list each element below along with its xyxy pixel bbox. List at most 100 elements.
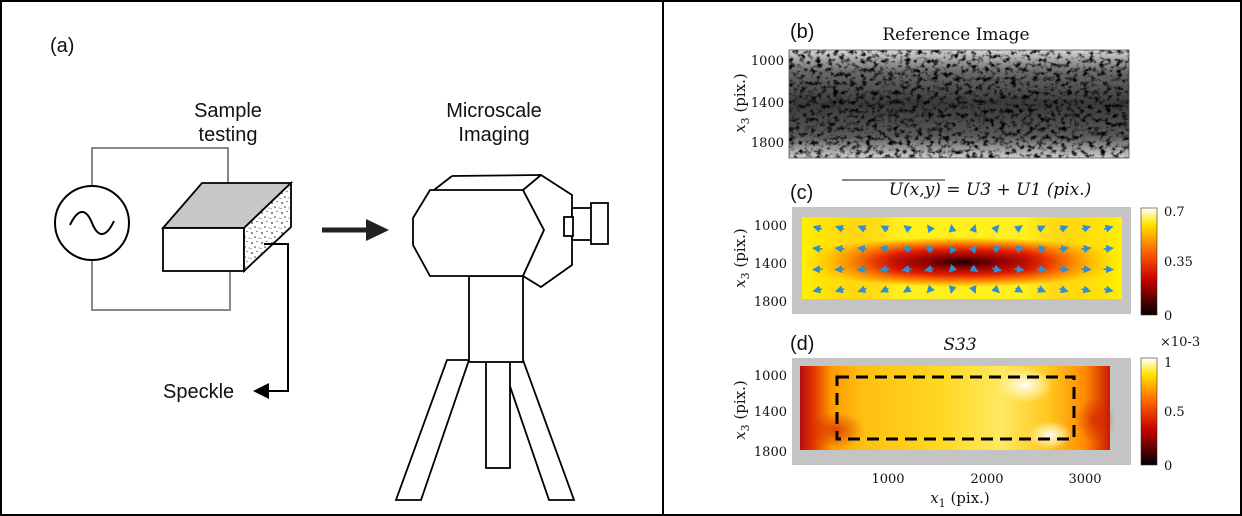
quiver-arrow	[879, 245, 890, 254]
panel-d-cbar-exponent: ×10-3	[1160, 335, 1200, 350]
quiver-arrow	[1036, 225, 1046, 233]
quiver-arrow	[926, 284, 935, 294]
quiver-arrow	[1036, 265, 1048, 274]
panel-d-xtick: 1000	[871, 472, 904, 487]
quiver-arrow	[991, 284, 1000, 294]
panel-b-ylabel: x3 (pix.)	[731, 73, 752, 133]
quiver-arrow	[968, 245, 978, 254]
panel-c-ylabel: x3 (pix.)	[731, 228, 752, 288]
quiver-arrow	[811, 265, 823, 274]
quiver-arrow	[834, 265, 845, 274]
quiver-arrow	[1081, 244, 1092, 253]
quiver-arrow	[948, 285, 957, 295]
panel-c-cbar-tick: 0.7	[1164, 205, 1185, 220]
displacement-quiver	[811, 223, 1115, 295]
sample-title-line1: Sample	[194, 100, 262, 122]
quiver-arrow	[969, 224, 977, 233]
imaging-title-line2: Imaging	[458, 124, 529, 146]
quiver-arrow	[856, 245, 868, 253]
panel-c-label: (c)	[790, 182, 813, 204]
speckle-leader-arrow	[253, 243, 289, 399]
quiver-arrow	[857, 225, 867, 233]
panel-c-title: U(x,y) = U3 + U1 (pix.)	[889, 180, 1092, 200]
quiver-arrow	[924, 246, 934, 254]
quiver-arrow	[926, 224, 935, 234]
panel-d-cbar-tick: 0	[1164, 459, 1172, 474]
speckle-label: Speckle	[163, 381, 234, 403]
panel-d-xtick: 2000	[970, 472, 1003, 487]
quiver-arrow	[834, 244, 845, 253]
quiver-arrow	[1059, 285, 1069, 294]
panel-c-ytick: 1000	[754, 219, 787, 234]
panel-a: (a) Sample testing Speckle Microscale Im…	[50, 35, 609, 501]
quiver-arrow	[969, 284, 977, 294]
sample-block-icon	[161, 180, 294, 274]
panel-b-label: (b)	[790, 21, 814, 43]
panel-b-ytick: 1800	[751, 136, 784, 151]
quiver-arrow	[856, 265, 868, 274]
quiver-arrow	[812, 244, 823, 253]
panel-d-ytick: 1800	[754, 445, 787, 460]
quiver-arrow	[1036, 245, 1047, 253]
panel-d-xlabel: x1 (pix.)	[930, 489, 990, 510]
panel-c-cbar-tick: 0	[1164, 309, 1172, 324]
quiver-arrow	[1058, 245, 1070, 253]
quiver-arrow	[901, 245, 912, 254]
quiver-arrow	[1037, 285, 1047, 293]
wire-top	[91, 147, 229, 200]
panel-b-ytick: 1000	[751, 54, 784, 69]
quiver-arrow	[812, 224, 823, 233]
quiver-arrow	[924, 264, 934, 273]
quiver-arrow	[1103, 224, 1114, 233]
quiver-arrow	[878, 265, 890, 274]
panel-c-title-text: U(x,y) = U3 + U1 (pix.)	[889, 180, 1092, 200]
quiver-arrow	[1058, 265, 1070, 274]
panel-b-ytick: 1400	[751, 96, 784, 111]
quiver-arrow	[901, 265, 912, 273]
quiver-arrow	[992, 264, 1003, 273]
quiver-arrow	[1103, 244, 1115, 253]
quiver-arrow	[812, 285, 823, 294]
quiver-arrow	[880, 225, 890, 233]
panel-d-title: S33	[943, 335, 976, 355]
panel-c-ytick: 1400	[754, 257, 787, 272]
panel-d-cbar-tick: 0.5	[1164, 405, 1185, 420]
quiver-arrow	[948, 223, 957, 233]
camera-icon	[394, 173, 609, 501]
panel-d-ytick: 1400	[754, 405, 787, 420]
panel-d: (d) S33 x3 (pix.) 1000 1400 1800 1000 20…	[731, 333, 1200, 510]
panel-b: (b) Reference Image x3 (pix.) 1000 1400 …	[731, 21, 1130, 159]
quiver-arrow	[992, 246, 1002, 254]
panel-b-title: Reference Image	[882, 25, 1029, 45]
panel-c: (c) U(x,y) = U3 + U1 (pix.) x3 (pix.) 10…	[731, 179, 1193, 324]
strain-heatmap	[800, 366, 1115, 450]
displacement-heatmap	[802, 217, 1122, 299]
panel-d-ytick: 1000	[754, 369, 787, 384]
quiver-arrow	[969, 264, 979, 273]
quiver-arrow	[1014, 245, 1025, 254]
panel-c-cbar-tick: 0.35	[1164, 255, 1193, 270]
quiver-arrow	[1014, 285, 1024, 293]
quiver-arrow	[948, 264, 958, 273]
panel-a-label: (a)	[50, 35, 74, 57]
panel-d-xtick: 3000	[1068, 472, 1101, 487]
panel-d-colorbar	[1140, 357, 1158, 466]
quiver-arrow	[1014, 225, 1023, 234]
quiver-arrow	[857, 285, 867, 293]
quiver-arrow	[902, 285, 912, 293]
quiver-arrow	[879, 285, 889, 293]
quiver-arrow	[949, 244, 958, 254]
panel-d-cbar-tick: 1	[1164, 356, 1172, 371]
quiver-arrow	[834, 285, 845, 294]
quiver-arrow	[1103, 265, 1115, 274]
quiver-arrow	[1014, 265, 1025, 273]
quiver-arrow	[991, 224, 1000, 234]
panel-c-ytick: 1800	[754, 295, 787, 310]
imaging-title-line1: Microscale	[446, 100, 542, 122]
quiver-arrow	[834, 224, 845, 233]
quiver-arrow	[1059, 225, 1069, 233]
panel-c-colorbar	[1140, 207, 1158, 316]
quiver-arrow	[1081, 285, 1092, 294]
